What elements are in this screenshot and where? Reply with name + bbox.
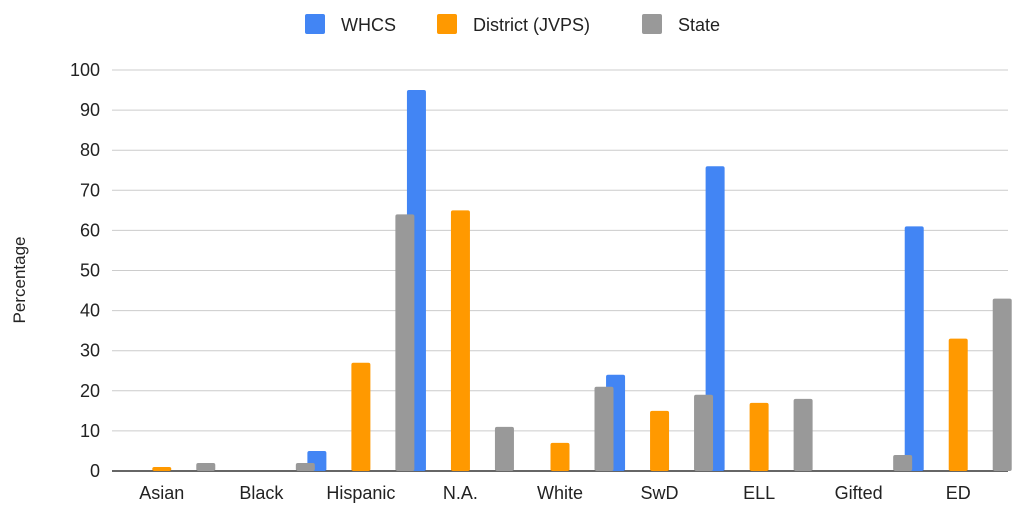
legend-item: WHCS [305,14,396,35]
legend-swatch [305,14,325,34]
bar-district-jvps-hispanic [351,362,371,471]
bar-state-ed [992,298,1012,471]
y-tick-label: 80 [80,140,100,160]
y-tick-label: 60 [80,220,100,240]
y-tick-label: 70 [80,180,100,200]
x-tick-label: Hispanic [326,483,395,503]
y-tick-label: 30 [80,341,100,361]
legend-label: WHCS [341,15,396,35]
bar-district-jvps-ell [749,402,769,471]
y-tick-label: 50 [80,261,100,281]
y-tick-label: 20 [80,381,100,401]
bar-district-jvps-n-a [450,210,470,471]
bar-state-white [594,386,614,471]
bar-district-jvps-white [550,442,570,471]
x-tick-label: N.A. [443,483,478,503]
bar-state-ell [793,398,813,471]
legend-swatch [437,14,457,34]
bar-state-hispanic [395,214,415,472]
y-axis-ticks: 0 10 20 30 40 50 60 70 80 90 100 [70,60,100,481]
bar-district-jvps-ed [948,338,968,471]
y-tick-label: 10 [80,421,100,441]
bar-district-jvps-swd [650,410,670,471]
y-tick-label: 100 [70,60,100,80]
bar-state-asian [196,462,216,471]
legend-item: District (JVPS) [437,14,590,35]
x-tick-label: ELL [743,483,775,503]
x-axis-labels: Asian Black Hispanic N.A. White SwD ELL Gifted E… [139,483,970,503]
x-tick-label: ED [946,483,971,503]
y-tick-label: 90 [80,100,100,120]
bar-state-black [295,462,315,471]
x-tick-label: White [537,483,583,503]
legend-swatch [642,14,662,34]
gridlines [112,69,1008,472]
legend-label: District (JVPS) [473,15,590,35]
legend-label: State [678,15,720,35]
legend: WHCS District (JVPS) State [305,14,720,35]
x-tick-label: Black [239,483,284,503]
bar-state-swd [694,394,714,471]
bar-district-jvps-asian [152,466,172,471]
y-tick-label: 40 [80,301,100,321]
bar-whcs-ed [904,226,924,471]
x-tick-label: Asian [139,483,184,503]
x-tick-label: SwD [641,483,679,503]
bars [152,90,1012,472]
y-tick-label: 0 [90,461,100,481]
legend-item: State [642,14,720,35]
bar-state-gifted [893,454,913,471]
bar-state-n-a [494,426,514,471]
x-tick-label: Gifted [835,483,883,503]
y-axis-title: Percentage [10,237,29,324]
